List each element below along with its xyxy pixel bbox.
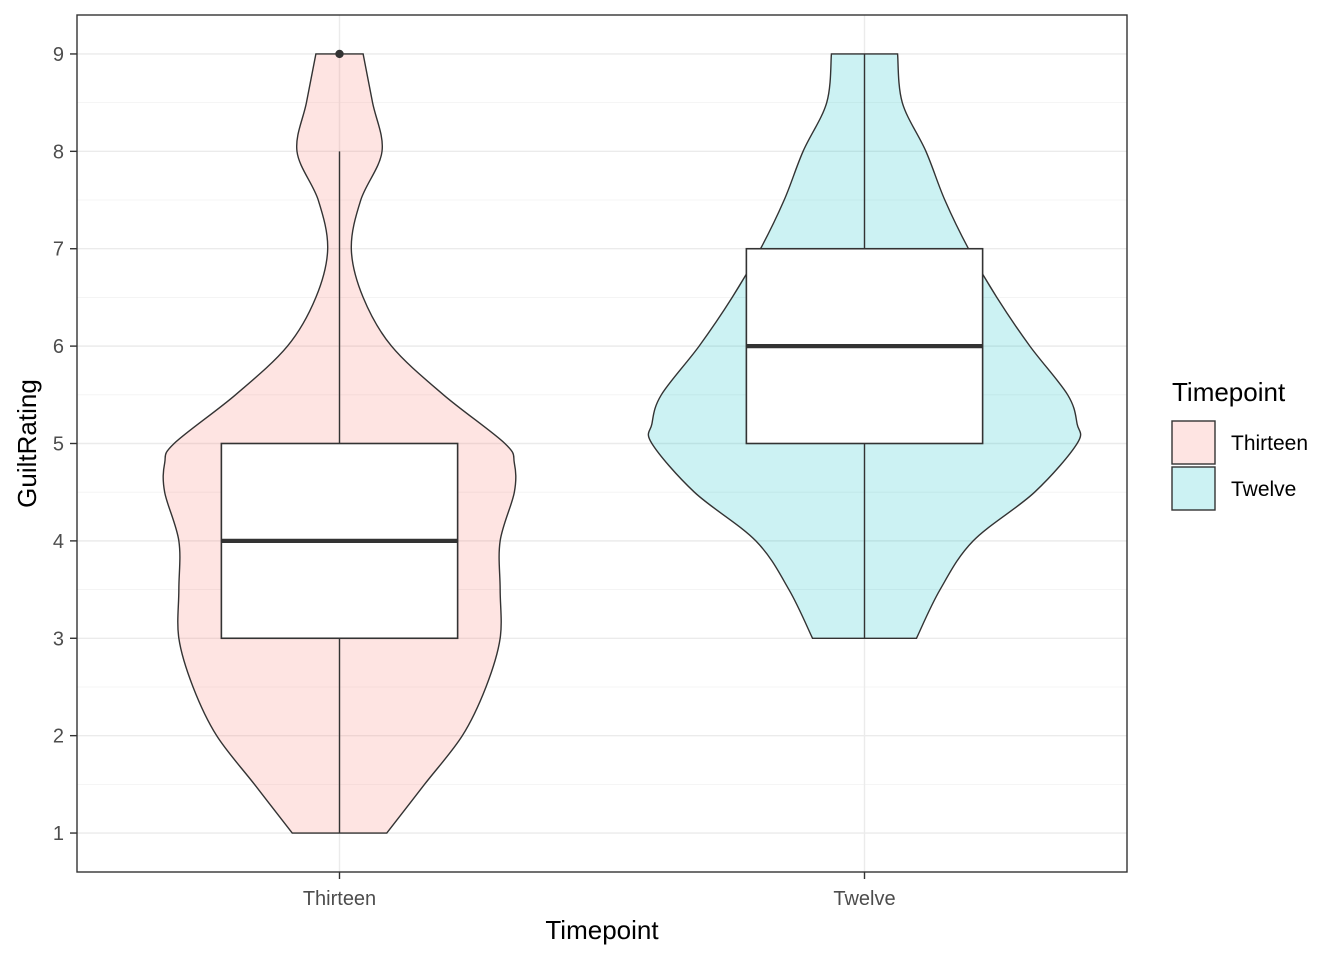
- y-tick-label: 3: [53, 628, 64, 650]
- legend-title: Timepoint: [1172, 377, 1286, 407]
- y-tick-label: 1: [53, 823, 64, 845]
- y-tick-label: 4: [53, 531, 64, 553]
- plot-panel: [76, 14, 1128, 873]
- y-tick-label: 5: [53, 434, 64, 456]
- violins: [162, 49, 1082, 834]
- legend: Timepoint Thirteen Twelve: [1171, 377, 1308, 511]
- violin-group-twelve: [647, 53, 1082, 639]
- y-axis-title: GuiltRating: [12, 379, 42, 508]
- y-tick-label: 2: [53, 726, 64, 748]
- x-tick-label: Thirteen: [303, 888, 376, 910]
- y-axis: 1 2 3 4 5 6 7 8 9: [53, 44, 77, 845]
- legend-label-thirteen: Thirteen: [1231, 432, 1308, 455]
- outlier-point: [335, 49, 344, 59]
- x-axis: Thirteen Twelve: [303, 872, 896, 910]
- y-tick-label: 8: [53, 141, 64, 163]
- y-tick-label: 9: [53, 44, 64, 66]
- legend-label-twelve: Twelve: [1231, 478, 1296, 501]
- legend-key-background: [1172, 421, 1215, 464]
- violin-group-thirteen: [162, 49, 517, 834]
- y-tick-label: 7: [53, 239, 64, 261]
- x-tick-label: Twelve: [833, 888, 895, 910]
- legend-key-background: [1172, 467, 1215, 510]
- x-axis-title: Timepoint: [545, 915, 659, 945]
- legend-key-twelve: [1171, 466, 1216, 511]
- legend-key-thirteen: [1171, 420, 1216, 465]
- y-tick-label: 6: [53, 336, 64, 358]
